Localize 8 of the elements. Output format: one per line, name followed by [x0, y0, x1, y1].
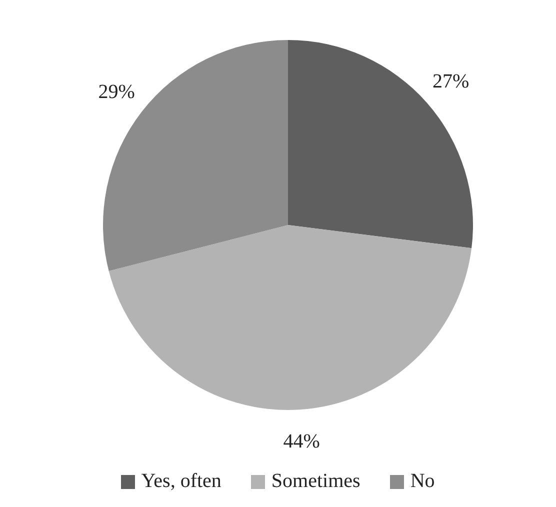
pie-slice — [108, 225, 472, 410]
legend-label: No — [409, 470, 435, 493]
legend-label: Yes, often — [140, 470, 222, 493]
data-label: 44% — [283, 430, 320, 453]
data-label: 29% — [98, 81, 135, 103]
data-label: 27% — [432, 70, 470, 92]
pie-slice — [288, 40, 473, 248]
legend-label: Sometimes — [270, 470, 360, 493]
